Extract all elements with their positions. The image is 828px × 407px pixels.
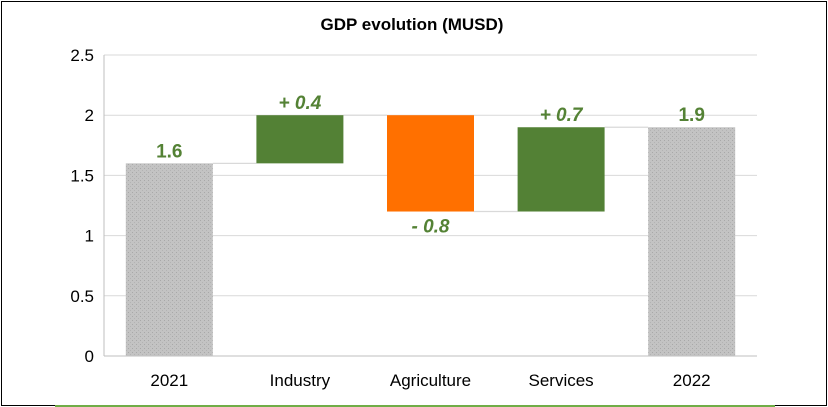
y-tick-label: 2.5 (70, 46, 94, 65)
data-label: 1.6 (156, 141, 182, 162)
y-tick-label: 0 (85, 347, 94, 366)
data-label: + 0.7 (540, 105, 584, 126)
bar-agriculture (387, 115, 474, 212)
data-label: 1.9 (678, 105, 704, 126)
x-category-label: 2022 (673, 371, 711, 390)
x-category-label: 2021 (150, 371, 188, 390)
x-category-label: Services (529, 371, 594, 390)
y-tick-label: 1.5 (70, 166, 94, 185)
connector-lines (212, 114, 649, 213)
y-tick-label: 1 (85, 227, 94, 246)
bars (125, 115, 736, 357)
x-category-label: Industry (270, 371, 331, 390)
x-category-label: Agriculture (390, 371, 471, 390)
data-label: + 0.4 (279, 93, 322, 114)
y-axis: 0 0.5 1 1.5 2 2.5 (70, 46, 105, 366)
y-tick-label: 0.5 (70, 287, 94, 306)
y-tick-label: 2 (85, 106, 94, 125)
x-axis: 2021 Industry Agriculture Services 2022 (150, 371, 710, 390)
data-label: - 0.8 (411, 217, 449, 238)
bar-services (517, 127, 605, 212)
bar-2021 (125, 163, 213, 356)
data-labels: 1.6 + 0.4 - 0.8 + 0.7 1.9 (156, 93, 705, 237)
bottom-accent-bar (55, 405, 775, 407)
bar-2022 (648, 127, 736, 357)
chart-title: GDP evolution (MUSD) (321, 15, 504, 34)
bar-industry (256, 115, 344, 164)
